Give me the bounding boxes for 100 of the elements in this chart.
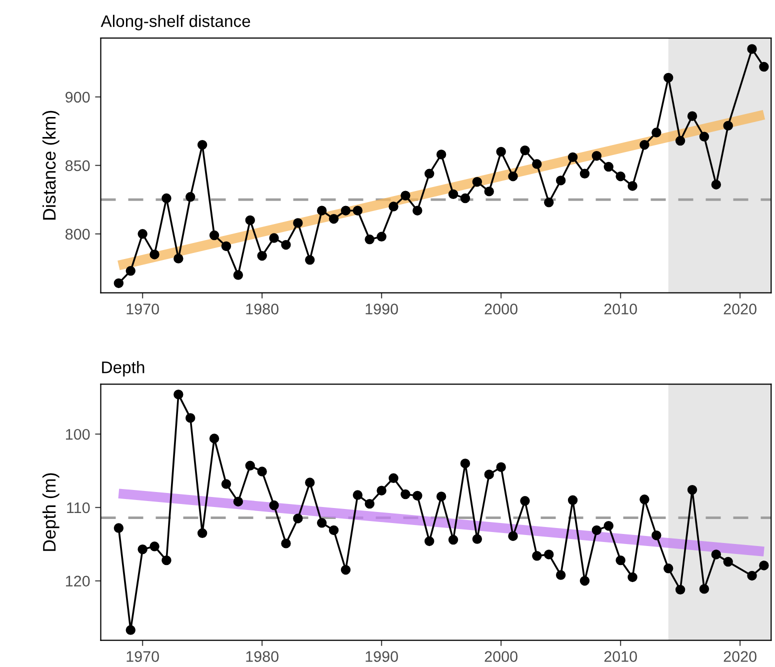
point xyxy=(556,570,566,580)
x-tick-label: 1990 xyxy=(366,651,398,662)
x-tick-label: 1980 xyxy=(246,651,278,662)
point xyxy=(114,523,124,533)
point xyxy=(460,458,470,468)
point xyxy=(520,496,530,506)
x-tick-label: 2010 xyxy=(604,304,637,314)
point xyxy=(138,229,148,239)
point xyxy=(448,534,458,545)
point xyxy=(245,460,255,471)
point xyxy=(340,206,351,216)
y-axis-title: Depth (m) xyxy=(42,473,60,551)
point xyxy=(209,230,220,240)
point xyxy=(305,255,315,265)
point xyxy=(484,470,494,480)
point xyxy=(197,140,208,150)
point xyxy=(257,466,267,476)
point xyxy=(747,44,757,54)
point xyxy=(759,560,769,570)
point xyxy=(400,489,410,500)
point xyxy=(472,534,482,544)
point xyxy=(496,462,506,472)
y-tick-label: 120 xyxy=(66,576,90,587)
point xyxy=(616,555,626,566)
point xyxy=(221,479,232,489)
x-tick-label: 1980 xyxy=(246,304,278,314)
point xyxy=(687,111,698,121)
y-tick-label: 900 xyxy=(66,92,90,103)
point xyxy=(352,206,363,216)
point xyxy=(520,145,530,156)
point xyxy=(221,241,232,252)
point xyxy=(640,140,650,150)
point xyxy=(424,168,434,178)
point xyxy=(580,168,590,178)
point xyxy=(126,266,136,276)
point xyxy=(604,162,614,172)
point xyxy=(568,152,578,162)
point xyxy=(592,150,602,161)
point xyxy=(281,240,291,250)
point xyxy=(328,525,339,536)
point xyxy=(138,544,148,554)
point xyxy=(209,434,220,444)
chart-title: Along-shelf distance xyxy=(100,14,250,30)
point xyxy=(245,215,255,226)
y-tick-label: 850 xyxy=(66,160,90,172)
point xyxy=(675,136,686,146)
x-tick-label: 1990 xyxy=(366,304,398,314)
point xyxy=(663,72,674,83)
point xyxy=(436,492,446,502)
point xyxy=(364,498,374,509)
point xyxy=(711,180,722,190)
point xyxy=(388,473,398,483)
point xyxy=(233,270,244,280)
point xyxy=(532,159,542,169)
x-tick-label: 2010 xyxy=(604,651,637,662)
y-axis-title: Distance (km) xyxy=(42,110,60,220)
point xyxy=(544,550,554,560)
point xyxy=(592,525,602,536)
point xyxy=(400,190,410,200)
point xyxy=(316,518,327,528)
point xyxy=(723,556,733,567)
point xyxy=(747,570,757,581)
y-tick-label: 100 xyxy=(66,428,90,440)
point xyxy=(496,146,506,157)
x-tick-label: 2020 xyxy=(724,651,756,662)
point xyxy=(269,500,279,510)
point xyxy=(126,625,136,635)
point xyxy=(364,234,374,244)
point xyxy=(233,496,244,506)
point xyxy=(699,584,710,594)
point xyxy=(186,192,196,202)
point xyxy=(675,584,686,595)
point xyxy=(186,413,196,423)
chart-title: Depth xyxy=(102,361,144,377)
x-tick-label: 2000 xyxy=(484,304,518,314)
point xyxy=(376,232,386,242)
point xyxy=(652,128,662,138)
point xyxy=(759,62,769,72)
point xyxy=(376,486,386,496)
point xyxy=(293,514,303,524)
point xyxy=(556,176,566,186)
point xyxy=(711,550,722,560)
point xyxy=(174,254,184,264)
point xyxy=(305,478,315,488)
point xyxy=(580,576,590,586)
point xyxy=(293,218,303,228)
point xyxy=(460,193,470,204)
point xyxy=(568,495,578,506)
point xyxy=(723,120,733,131)
point xyxy=(448,189,458,200)
point xyxy=(150,250,160,260)
point xyxy=(352,490,363,500)
point xyxy=(508,172,518,182)
point xyxy=(484,186,494,196)
point xyxy=(150,542,160,552)
point xyxy=(328,214,339,224)
point xyxy=(699,132,710,142)
point xyxy=(544,198,554,208)
point xyxy=(316,206,327,216)
point xyxy=(508,531,518,541)
